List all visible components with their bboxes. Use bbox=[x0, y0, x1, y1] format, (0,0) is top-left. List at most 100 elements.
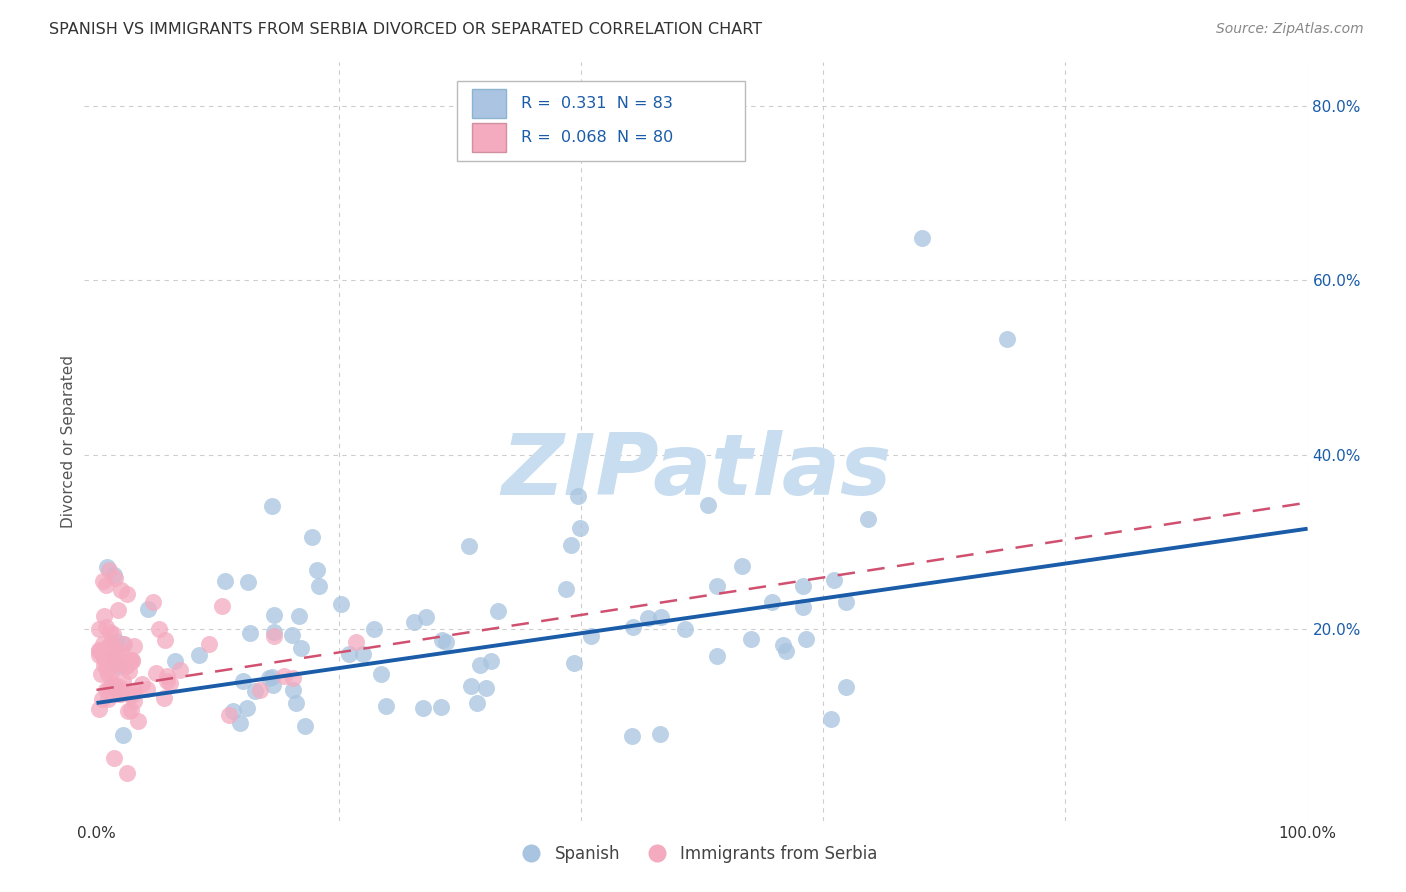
Point bbox=[579, 629, 602, 643]
Point bbox=[650, 610, 672, 624]
Point bbox=[136, 682, 159, 697]
Point bbox=[104, 678, 127, 692]
Point bbox=[96, 578, 118, 592]
Point bbox=[621, 729, 644, 743]
Point bbox=[835, 595, 858, 609]
Text: Source: ZipAtlas.com: Source: ZipAtlas.com bbox=[1216, 22, 1364, 37]
Point bbox=[91, 574, 114, 588]
Point bbox=[229, 716, 252, 731]
Point bbox=[87, 643, 110, 657]
Point bbox=[100, 635, 122, 649]
Point bbox=[103, 641, 125, 656]
Point bbox=[89, 702, 111, 716]
Point bbox=[402, 615, 425, 629]
Point bbox=[375, 698, 398, 713]
Point bbox=[110, 680, 132, 694]
Point bbox=[112, 655, 135, 669]
Point bbox=[148, 623, 170, 637]
Bar bbox=[472, 89, 506, 118]
Point bbox=[98, 681, 121, 696]
Point bbox=[100, 680, 122, 694]
Point bbox=[560, 538, 582, 552]
Point bbox=[110, 687, 132, 701]
Point bbox=[772, 638, 794, 652]
Point bbox=[305, 563, 328, 577]
Point bbox=[486, 604, 509, 618]
Point bbox=[110, 657, 132, 672]
Point bbox=[91, 648, 114, 662]
Point bbox=[460, 679, 482, 693]
Point bbox=[122, 684, 145, 698]
Point bbox=[103, 567, 125, 582]
Point bbox=[792, 600, 814, 615]
Point bbox=[823, 574, 845, 588]
Point bbox=[281, 628, 304, 642]
Point bbox=[131, 676, 153, 690]
Point bbox=[120, 688, 142, 702]
Point bbox=[259, 671, 281, 685]
Point bbox=[142, 595, 165, 609]
Point bbox=[90, 692, 112, 706]
Point bbox=[87, 648, 110, 662]
Point bbox=[263, 608, 285, 623]
Point bbox=[344, 635, 367, 649]
Point bbox=[363, 622, 385, 636]
Point bbox=[911, 231, 934, 245]
Point bbox=[263, 624, 285, 639]
Point bbox=[673, 622, 696, 636]
Point bbox=[93, 637, 115, 651]
Point bbox=[637, 611, 659, 625]
Point bbox=[107, 603, 129, 617]
Point bbox=[96, 648, 118, 663]
Point bbox=[648, 727, 671, 741]
Point bbox=[858, 512, 880, 526]
Point bbox=[432, 633, 454, 648]
Point bbox=[290, 640, 312, 655]
Point bbox=[706, 579, 728, 593]
Point bbox=[103, 681, 125, 695]
Point bbox=[122, 639, 145, 653]
Point bbox=[101, 678, 124, 692]
Point bbox=[820, 712, 842, 726]
Point bbox=[288, 608, 311, 623]
Point bbox=[262, 670, 284, 684]
Point bbox=[263, 629, 285, 643]
Point bbox=[731, 558, 754, 573]
Point bbox=[104, 647, 127, 661]
Point bbox=[94, 642, 117, 657]
Point bbox=[370, 666, 392, 681]
Point bbox=[121, 655, 143, 669]
Point bbox=[89, 622, 111, 636]
Point bbox=[104, 684, 127, 698]
Text: R =  0.068  N = 80: R = 0.068 N = 80 bbox=[522, 130, 673, 145]
Point bbox=[415, 610, 437, 624]
Point bbox=[457, 539, 479, 553]
Point bbox=[232, 674, 254, 689]
Point bbox=[761, 595, 783, 609]
Point bbox=[96, 683, 118, 698]
Point bbox=[112, 637, 135, 651]
Point bbox=[103, 650, 125, 665]
Point bbox=[115, 657, 138, 672]
Point bbox=[792, 578, 814, 592]
Point bbox=[188, 648, 211, 663]
Point bbox=[330, 597, 353, 611]
Point bbox=[430, 699, 453, 714]
Point bbox=[567, 489, 589, 503]
Point bbox=[156, 674, 179, 689]
Point bbox=[145, 666, 167, 681]
Point bbox=[163, 654, 186, 668]
Point bbox=[121, 689, 143, 703]
Point bbox=[87, 644, 110, 658]
Point bbox=[706, 648, 728, 663]
Point bbox=[127, 714, 149, 728]
Point bbox=[112, 637, 135, 651]
Point bbox=[98, 624, 121, 639]
Point bbox=[995, 332, 1018, 346]
FancyBboxPatch shape bbox=[457, 81, 745, 161]
Point bbox=[93, 608, 115, 623]
Point bbox=[214, 574, 236, 589]
Point bbox=[475, 681, 498, 695]
Point bbox=[101, 626, 124, 640]
Point bbox=[110, 582, 132, 597]
